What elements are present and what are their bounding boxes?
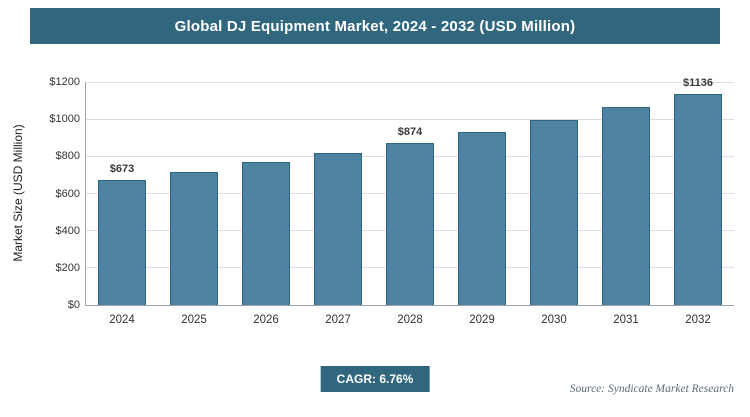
x-axis-tick-label-2024: 2024 — [109, 314, 135, 326]
x-axis-tick-label-2030: 2030 — [541, 314, 567, 326]
x-axis-tick-label-2032: 2032 — [685, 314, 711, 326]
bar-value-label-2024: $673 — [109, 162, 135, 175]
bar-2032 — [674, 93, 722, 305]
y-axis-tick-label: $1000 — [49, 113, 80, 126]
y-axis-tick-label: $600 — [55, 187, 80, 200]
gridline — [86, 118, 734, 120]
x-axis-tick-label-2025: 2025 — [181, 314, 207, 326]
bar-2031 — [602, 107, 650, 305]
bar-2027 — [314, 152, 362, 305]
y-axis-tick-label: $400 — [55, 224, 80, 237]
bar-2030 — [530, 119, 578, 305]
x-axis-tick-label-2028: 2028 — [397, 314, 423, 326]
chart-title-bar: Global DJ Equipment Market, 2024 - 2032 … — [30, 8, 720, 44]
y-axis-tick-label: $800 — [55, 150, 80, 163]
y-axis-tick-label: $1200 — [49, 76, 80, 88]
bar-value-label-2032: $1136 — [683, 76, 713, 89]
bar-2025 — [170, 171, 218, 305]
source-note: Source: Syndicate Market Research — [569, 383, 734, 395]
y-axis-tick-label: $200 — [55, 261, 80, 274]
bar-2028 — [386, 142, 434, 305]
y-axis-label: Market Size (USD Million) — [11, 124, 25, 262]
bar-2026 — [242, 162, 290, 305]
y-axis-tick-label: $0 — [67, 299, 80, 311]
x-axis-tick-label-2029: 2029 — [469, 314, 495, 326]
chart-title: Global DJ Equipment Market, 2024 - 2032 … — [174, 17, 576, 35]
bar-2024 — [98, 179, 146, 305]
x-axis-tick-label-2026: 2026 — [253, 314, 279, 326]
cagr-badge: CAGR: 6.76% — [320, 366, 430, 392]
plot-area: $0 $200 $400 $600 $800 $1000 $1200 $673 2024 2025… — [49, 76, 734, 326]
bar-value-label-2028: $874 — [397, 125, 423, 138]
gridline — [86, 81, 734, 83]
bar-2029 — [458, 131, 506, 305]
x-axis-tick-label-2031: 2031 — [613, 314, 639, 326]
x-axis-tick-label-2027: 2027 — [325, 314, 351, 326]
